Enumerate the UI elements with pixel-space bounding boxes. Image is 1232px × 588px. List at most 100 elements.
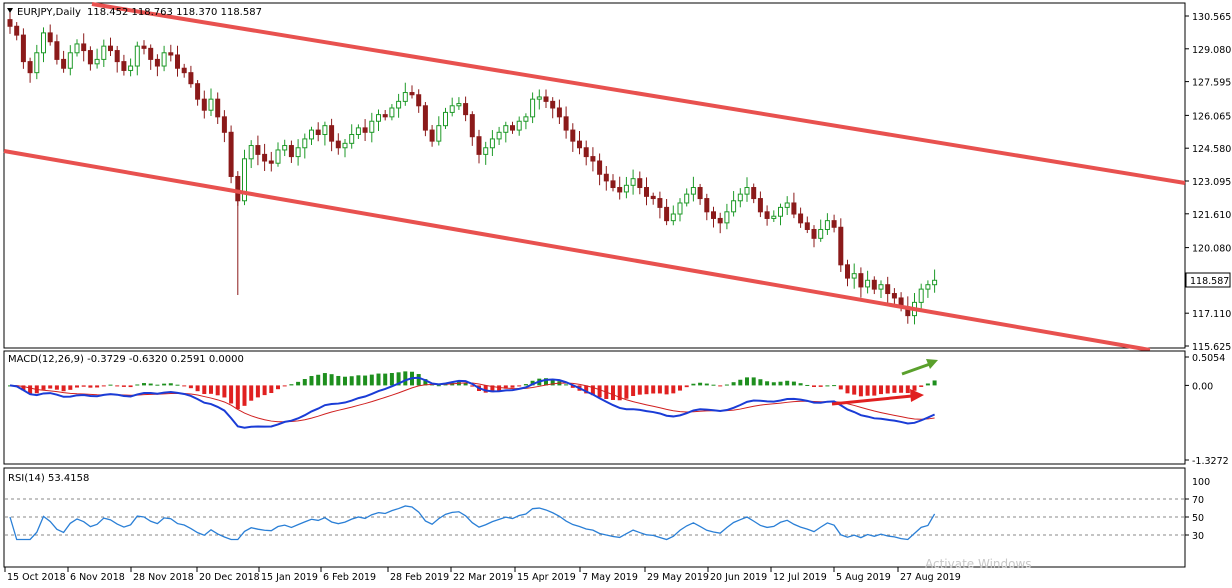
candle (282, 139, 288, 157)
macd-bar (805, 384, 810, 386)
price-axis[interactable]: 130.565 129.080 127.595 126.065 124.580 123.0… (1185, 12, 1231, 353)
macd-bar (41, 385, 46, 390)
macd-bar (423, 379, 428, 386)
candle (570, 123, 576, 152)
candle (563, 106, 569, 139)
candle (27, 57, 33, 83)
candle (690, 176, 696, 202)
date-axis[interactable]: 15 Oct 2018 6 Nov 2018 28 Nov 2018 20 Dec 2… (4, 567, 961, 583)
candle (657, 191, 663, 219)
candle (530, 92, 536, 124)
price-panel[interactable]: EURJPY,Daily 118.452 118.763 118.370 118… (3, 2, 1231, 353)
candle (134, 41, 140, 76)
macd-red-arrow[interactable] (831, 389, 924, 406)
macd-bar (698, 382, 703, 386)
ohlc-values: 118.452 118.763 118.370 118.587 (87, 7, 262, 18)
date-tick-label: 29 May 2019 (647, 572, 709, 583)
macd-label: MACD(12,26,9) -0.3729 -0.6320 0.2591 0.0… (8, 354, 244, 365)
macd-bar (925, 383, 930, 386)
candle (61, 50, 67, 73)
candle (496, 126, 502, 146)
macd-bar (296, 381, 301, 386)
candle (677, 198, 683, 222)
macd-bar (785, 380, 790, 386)
channel-lower-line[interactable] (3, 149, 1151, 352)
macd-green-arrow[interactable] (901, 359, 938, 376)
symbol-label: EURJPY,Daily (17, 7, 81, 18)
macd-bar (202, 385, 207, 395)
macd-panel[interactable]: MACD(12,26,9) -0.3729 -0.6320 0.2591 0.0… (3, 350, 1229, 467)
macd-bar (771, 382, 776, 386)
candle (798, 207, 804, 228)
macd-bar (88, 385, 93, 388)
candle (228, 125, 234, 184)
channel-upper-line[interactable] (91, 2, 1186, 185)
macd-bar (182, 385, 187, 387)
macd-bar (919, 385, 924, 387)
macd-bar (912, 385, 917, 391)
macd-bar (765, 381, 770, 386)
candle (744, 177, 750, 202)
candle (175, 45, 180, 77)
candle (262, 143, 268, 171)
candle (355, 124, 361, 140)
macd-axis[interactable]: 0.5054 0.00 -1.3272 (1185, 353, 1229, 467)
macd-bar (61, 385, 66, 392)
macd-bar (188, 385, 193, 389)
macd-bar (597, 385, 602, 398)
macd-bar (262, 385, 267, 396)
price-tick-label: 115.625 (1192, 342, 1231, 353)
rsi-tick-label: 30 (1192, 531, 1204, 542)
macd-bar (678, 385, 682, 391)
candle (577, 130, 582, 155)
macd-bar (209, 385, 213, 394)
macd-bar (832, 385, 837, 387)
macd-bar (155, 384, 160, 386)
macd-bar (28, 385, 33, 395)
chart-menu-triangle-icon[interactable] (7, 8, 13, 13)
arrowhead-icon (926, 359, 938, 369)
macd-bar (778, 381, 783, 386)
macd-tick-label: 0.5054 (1192, 353, 1225, 364)
date-tick-label: 28 Feb 2019 (390, 572, 449, 583)
candle (463, 96, 469, 122)
date-tick-label: 5 Aug 2019 (836, 572, 891, 583)
macd-bar (503, 385, 508, 389)
candle (603, 166, 609, 191)
macd-bar (142, 383, 146, 386)
macd-bar (336, 375, 341, 386)
date-tick-label: 22 Mar 2019 (453, 572, 513, 583)
candle (778, 203, 783, 226)
macd-bar (21, 385, 26, 391)
rsi-panel[interactable]: RSI(14) 53.4158 70 50 30 100 (3, 467, 1210, 568)
macd-bar (81, 385, 86, 387)
candle (7, 12, 13, 34)
rsi-axis[interactable]: 70 50 30 100 (1185, 477, 1210, 542)
macd-bar (624, 385, 629, 399)
macd-bar (738, 379, 743, 386)
candle (865, 270, 871, 294)
candle (87, 46, 93, 71)
macd-bar (229, 385, 234, 404)
macd-bar (704, 383, 709, 386)
candle (804, 216, 810, 234)
current-price-box (1185, 272, 1231, 288)
candle (583, 140, 589, 166)
macd-bar (657, 385, 662, 394)
macd-bar (651, 385, 656, 394)
macd-bar (269, 385, 274, 394)
macd-bar (75, 385, 79, 388)
macd-bar (885, 385, 890, 394)
candle (724, 203, 730, 230)
candle (704, 193, 710, 221)
candle (523, 113, 529, 130)
candle (309, 126, 314, 146)
candle (295, 139, 301, 166)
date-tick-label: 7 May 2019 (582, 572, 638, 583)
macd-bar (852, 385, 857, 395)
candle (925, 280, 931, 298)
candle (637, 171, 643, 195)
price-tick-label: 129.080 (1192, 45, 1231, 56)
macd-bar (309, 376, 314, 386)
